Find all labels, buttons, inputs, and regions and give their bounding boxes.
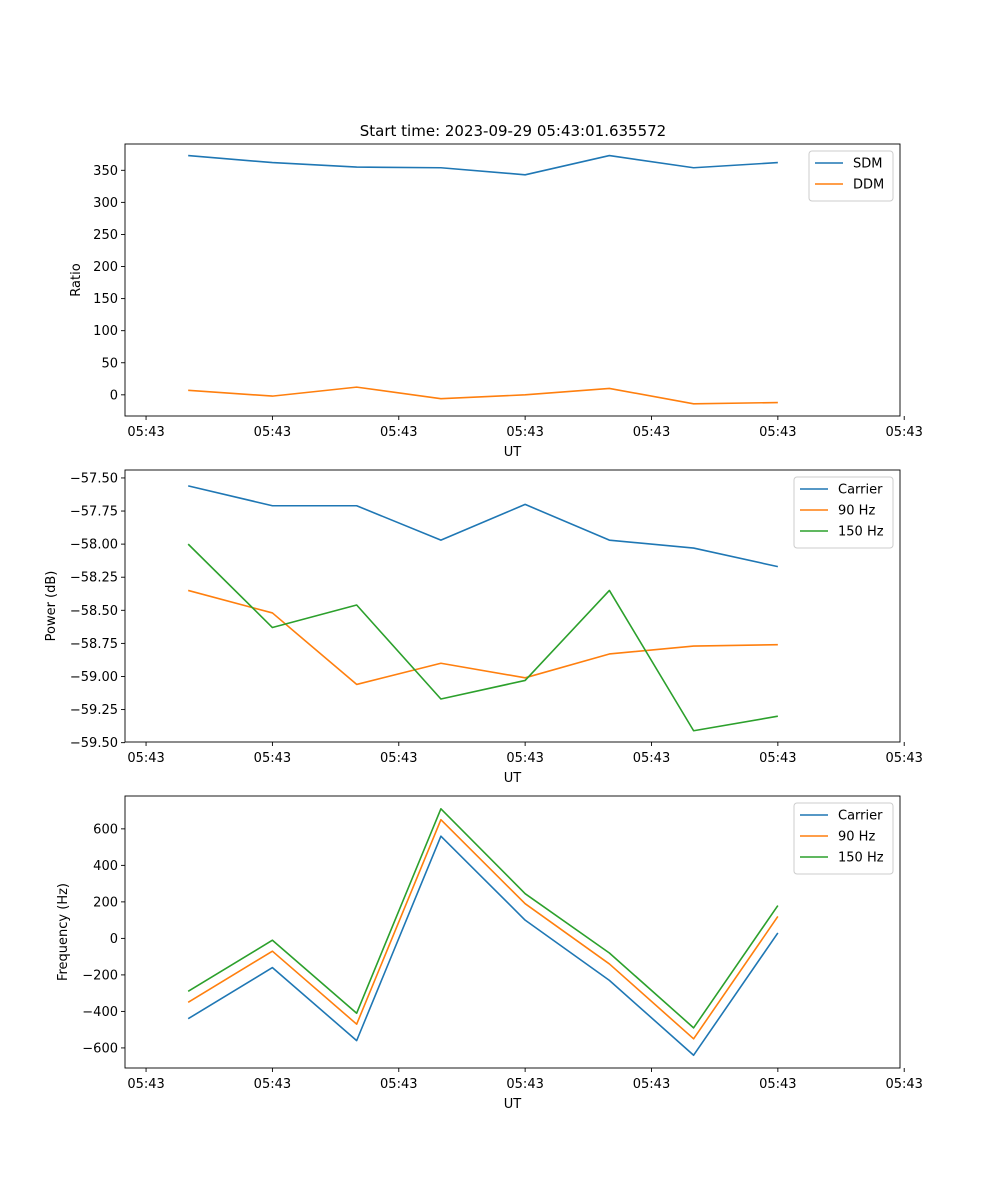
y-tick-label: 250 (93, 228, 118, 243)
y-tick-label: −59.25 (70, 703, 118, 718)
legend: Carrier 90 Hz 150 Hz (793, 476, 894, 549)
y-tick-label: −57.50 (70, 471, 118, 486)
y-axis-label: Frequency (Hz) (56, 883, 71, 981)
series-line-carrier (187, 835, 779, 1057)
y-tick-label: −59.50 (70, 736, 118, 751)
y-tick-label: −400 (82, 1005, 118, 1020)
y-tick-label: 300 (93, 196, 118, 211)
legend-label: 90 Hz (838, 830, 875, 845)
y-tick-label: 600 (93, 822, 118, 837)
x-axis-label: UT (504, 1097, 522, 1112)
subplot-ratio: 05:43 05:43 05:43 05:43 05:43 05:43 05:43 0 50 10… (69, 143, 923, 460)
x-tick-label: 05:43 (127, 425, 164, 440)
series-line-150-hz (187, 543, 778, 732)
x-tick-label: 05:43 (759, 1077, 796, 1092)
series-line-ddm (188, 386, 778, 405)
legend: SDM DDM (808, 150, 894, 202)
y-tick-label: 200 (93, 895, 118, 910)
x-tick-label: 05:43 (254, 751, 291, 766)
y-tick-label: 0 (110, 932, 118, 947)
y-tick-label: −200 (82, 968, 118, 983)
y-tick-label: 0 (110, 388, 118, 403)
y-axis-label: Ratio (69, 263, 84, 296)
x-tick-label: 05:43 (759, 425, 796, 440)
x-tick-label: 05:43 (633, 1077, 670, 1092)
x-tick-label: 05:43 (506, 425, 543, 440)
series-line-carrier (187, 485, 779, 568)
x-tick-label: 05:43 (506, 1077, 543, 1092)
x-tick-label: 05:43 (506, 751, 543, 766)
legend-label: 150 Hz (838, 525, 884, 540)
legend: Carrier 90 Hz 150 Hz (793, 802, 894, 875)
x-tick-label: 05:43 (127, 751, 164, 766)
series-line-150-hz (187, 807, 779, 1029)
axes-frame (124, 795, 901, 1069)
x-tick-label: 05:43 (254, 1077, 291, 1092)
y-tick-label: 50 (101, 356, 118, 371)
legend-label: 90 Hz (838, 504, 875, 519)
y-tick-label: −600 (82, 1041, 118, 1056)
figure-title: Start time: 2023-09-29 05:43:01.635572 (360, 122, 666, 140)
subplots: 05:43 05:43 05:43 05:43 05:43 05:43 05:43 0 50 10… (44, 143, 923, 1112)
x-tick-label: 05:43 (633, 751, 670, 766)
legend-label: Carrier (838, 809, 883, 824)
x-tick-label: 05:43 (759, 751, 796, 766)
axes-frame (124, 143, 901, 417)
series-line-90-hz (187, 589, 778, 686)
x-axis-label: UT (504, 771, 522, 786)
y-tick-label: 400 (93, 859, 118, 874)
x-tick-label: 05:43 (380, 425, 417, 440)
y-tick-label: −58.75 (70, 637, 118, 652)
subplot-freq: 05:43 05:43 05:43 05:43 05:43 05:43 05:43 −600 −… (56, 795, 923, 1112)
legend-label: 150 Hz (838, 851, 884, 866)
x-tick-label: 05:43 (127, 1077, 164, 1092)
x-tick-label: 05:43 (633, 425, 670, 440)
y-tick-label: 150 (93, 292, 118, 307)
axes-frame (124, 469, 901, 743)
legend-label: DDM (853, 178, 884, 193)
x-tick-label: 05:43 (254, 425, 291, 440)
y-tick-label: −58.50 (70, 604, 118, 619)
y-tick-label: −57.75 (70, 505, 118, 520)
x-tick-label: 05:43 (885, 425, 922, 440)
x-axis-label: UT (504, 445, 522, 460)
legend-label: Carrier (838, 483, 883, 498)
x-tick-label: 05:43 (380, 751, 417, 766)
y-tick-label: 200 (93, 260, 118, 275)
y-tick-label: −58.25 (70, 571, 118, 586)
series-line-90-hz (187, 818, 779, 1040)
y-tick-label: −58.00 (70, 538, 118, 553)
y-tick-label: −59.00 (70, 670, 118, 685)
y-tick-label: 100 (93, 324, 118, 339)
subplot-power: 05:43 05:43 05:43 05:43 05:43 05:43 05:43 −59.5… (44, 469, 923, 786)
y-axis-label: Power (dB) (44, 571, 59, 642)
x-tick-label: 05:43 (380, 1077, 417, 1092)
x-tick-label: 05:43 (885, 1077, 922, 1092)
x-tick-label: 05:43 (885, 751, 922, 766)
y-tick-label: 350 (93, 164, 118, 179)
series-line-sdm (188, 154, 778, 176)
legend-label: SDM (853, 157, 882, 172)
